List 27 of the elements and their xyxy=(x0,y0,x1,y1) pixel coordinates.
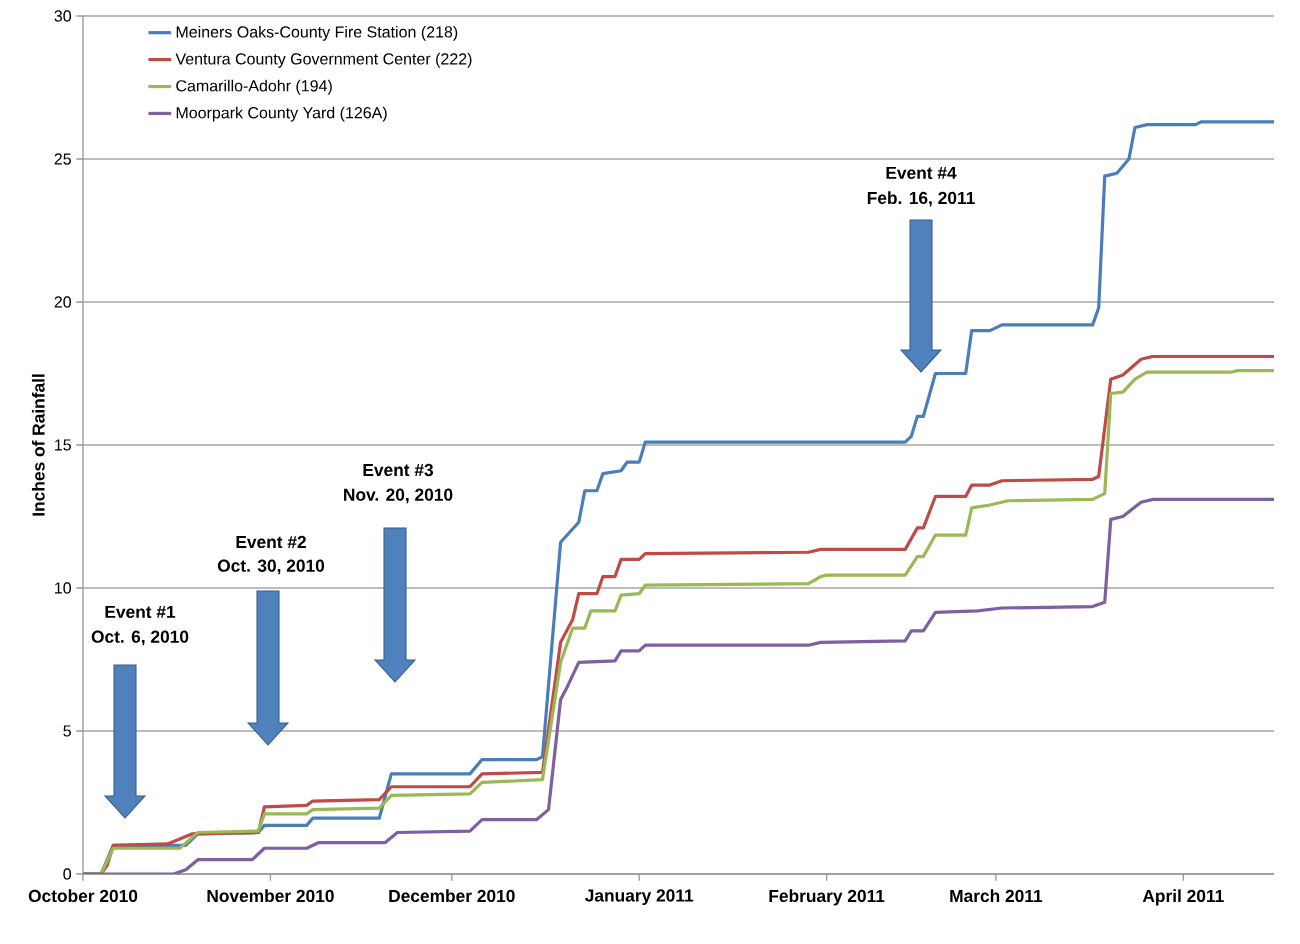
annotation: Nov. 20, 2010 xyxy=(344,488,453,504)
legend-label: Ventura County Government Center (222) xyxy=(175,52,472,68)
annotation: Event #1 xyxy=(105,605,176,619)
annotation: Feb. 16, 2011 xyxy=(867,191,975,207)
y-tick-label: 0 xyxy=(63,868,72,880)
x-tick-label: November 2010 xyxy=(207,889,334,903)
y-tick-label: 20 xyxy=(54,296,72,308)
legend-label: Moorpark County Yard (126A) xyxy=(176,106,387,122)
x-tick-label: January 2011 xyxy=(585,889,694,906)
y-tick-label: 5 xyxy=(63,725,71,737)
y-tick-label: 30 xyxy=(54,10,72,22)
x-tick-label: October 2010 xyxy=(28,889,138,903)
x-tick-label: February 2011 xyxy=(769,889,885,906)
annotation: Event #3 xyxy=(363,463,434,477)
y-tick-label: 15 xyxy=(55,439,71,451)
legend-label: Camarillo-Adohr (194) xyxy=(176,79,332,95)
annotation: Oct. 6, 2010 xyxy=(91,630,189,646)
legend-label: Meiners Oaks-County Fire Station (218) xyxy=(176,25,458,41)
x-tick-label: April 2011 xyxy=(1142,889,1224,906)
y-tick-label: 25 xyxy=(54,153,71,165)
annotation: Event #2 xyxy=(236,535,306,549)
x-tick-label: March 2011 xyxy=(950,889,1043,903)
annotation: Oct. 30, 2010 xyxy=(217,559,325,575)
y-tick-label: 10 xyxy=(55,582,72,594)
annotation: Event #4 xyxy=(886,166,957,180)
x-tick-label: December 2010 xyxy=(389,889,515,903)
y-axis-title: Inches of Rainfall xyxy=(31,374,45,516)
